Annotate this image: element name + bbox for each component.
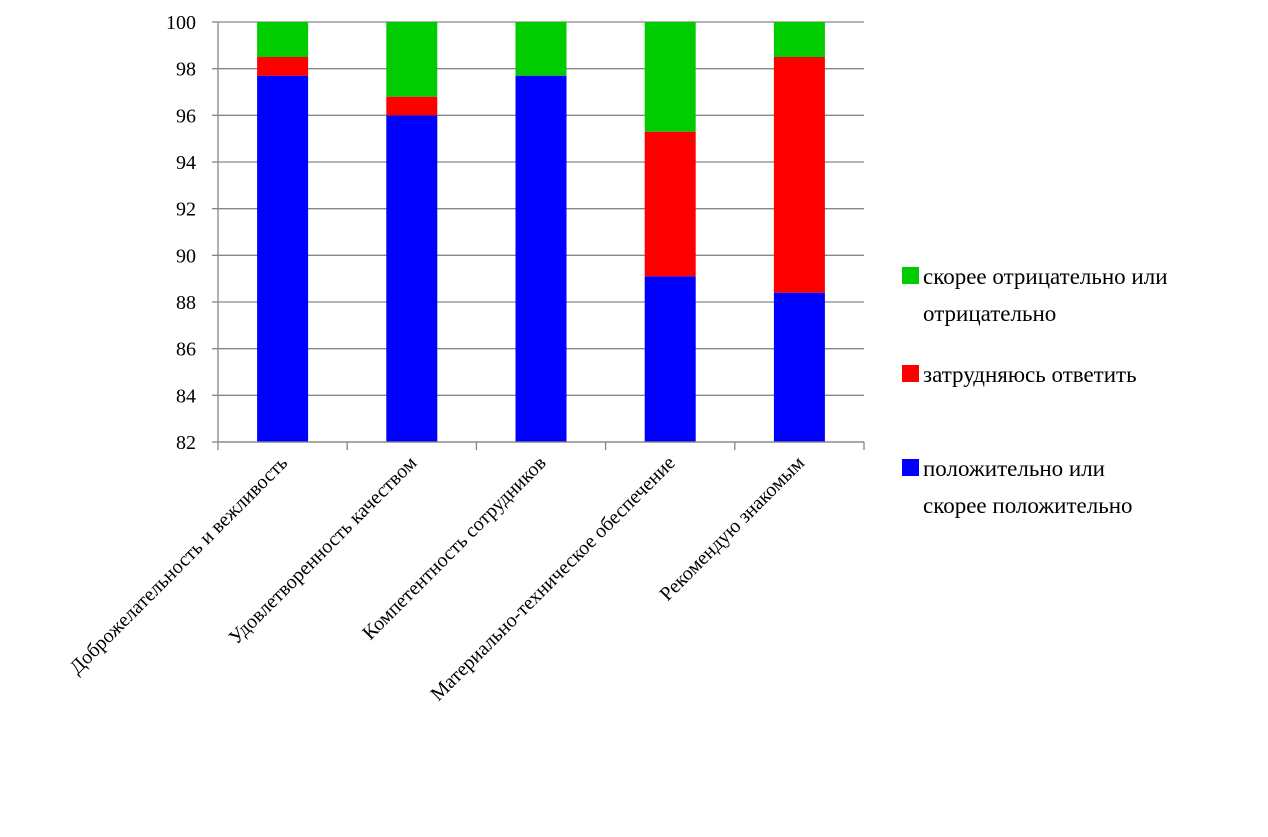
y-tick-label: 86 (176, 339, 196, 361)
bar-segment (386, 115, 438, 442)
legend-swatch (902, 365, 919, 382)
y-tick-label: 94 (176, 152, 196, 174)
x-tick-label: Рекомендую знакомым (656, 452, 810, 606)
legend-item: положительно или скорее положительно (902, 450, 1262, 524)
y-tick-label: 96 (176, 105, 196, 127)
bar-segment (773, 292, 825, 442)
legend-label: затрудняюсь ответить (923, 362, 1137, 387)
legend-item: затрудняюсь ответить (902, 356, 1262, 393)
y-tick-label: 90 (176, 245, 196, 267)
bar-segment (257, 75, 309, 443)
bar-segment (257, 57, 309, 76)
legend-label: скорее отрицательно или отрицательно (923, 264, 1168, 326)
legend-swatch (902, 267, 919, 284)
bar-segment (773, 22, 825, 57)
bar-segment (644, 276, 696, 442)
y-tick-label: 98 (176, 59, 196, 81)
bar-segment (644, 131, 696, 277)
legend-label: положительно или скорее положительно (923, 456, 1133, 518)
bar-segment (515, 22, 567, 76)
y-tick-label: 84 (176, 385, 196, 407)
legend-swatch (902, 459, 919, 476)
y-tick-label: 100 (166, 12, 196, 34)
y-tick-label: 92 (176, 199, 196, 221)
bar-segment (773, 57, 825, 293)
bar-segment (515, 75, 567, 443)
y-tick-label: 82 (176, 432, 196, 454)
x-tick-label: Доброжелательность и вежливость (65, 452, 292, 679)
x-tick-label: Материально-техническое обеспечение (426, 452, 679, 705)
y-tick-label: 88 (176, 292, 196, 314)
legend-item: скорее отрицательно или отрицательно (902, 258, 1262, 332)
bar-segment (386, 22, 438, 97)
bar-segment (257, 22, 309, 57)
bar-segment (644, 22, 696, 132)
bar-segment (386, 96, 438, 116)
